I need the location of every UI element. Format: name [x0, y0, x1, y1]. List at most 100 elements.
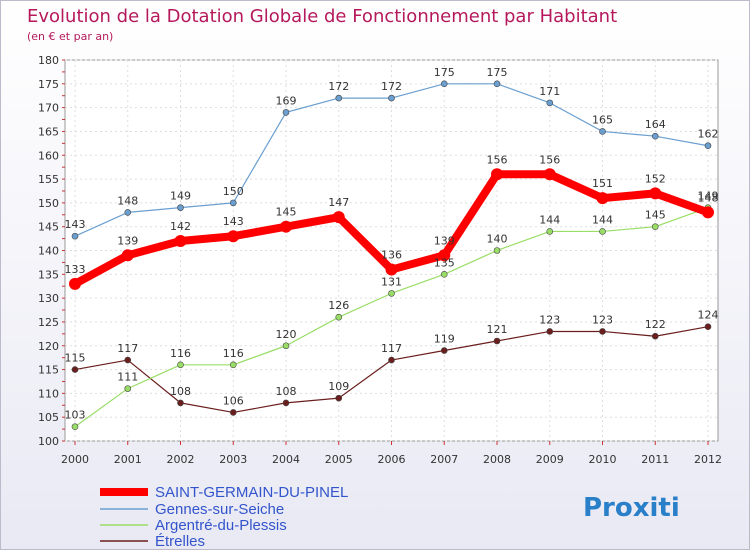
data-label: 124 [698, 309, 719, 322]
data-label: 109 [328, 380, 349, 393]
data-point [546, 228, 554, 235]
y-tick-label: 100 [38, 435, 59, 448]
data-point [121, 249, 134, 262]
y-tick-label: 125 [38, 316, 59, 329]
y-tick-label: 135 [38, 268, 59, 281]
data-point [438, 249, 451, 262]
data-label: 108 [276, 385, 297, 398]
data-point [651, 223, 659, 230]
data-label: 152 [645, 172, 666, 185]
data-label: 135 [434, 256, 455, 269]
data-label: 117 [117, 342, 138, 355]
data-label: 164 [645, 118, 666, 131]
data-label: 148 [117, 194, 138, 207]
chart-subtitle: (en € et par an) [27, 30, 113, 43]
data-label: 175 [434, 66, 455, 79]
data-label: 143 [223, 215, 244, 228]
y-tick-label: 110 [38, 387, 59, 400]
data-point [649, 187, 662, 200]
data-point [174, 234, 187, 247]
x-tick-label: 2011 [641, 453, 669, 466]
data-point [282, 109, 290, 116]
data-label: 116 [223, 347, 244, 360]
data-label: 145 [645, 209, 666, 222]
data-label: 133 [65, 263, 86, 276]
data-label: 156 [487, 153, 508, 166]
data-point [177, 399, 184, 407]
data-point [599, 328, 606, 335]
data-label: 136 [381, 249, 402, 262]
data-point [282, 342, 290, 350]
data-point [440, 347, 448, 354]
x-tick-label: 2009 [536, 453, 564, 466]
data-point [493, 80, 501, 88]
y-tick-label: 165 [38, 125, 59, 138]
data-point [388, 94, 395, 102]
data-point [702, 206, 714, 219]
data-label: 123 [592, 313, 613, 326]
data-label: 144 [539, 213, 560, 226]
data-label: 151 [592, 177, 613, 190]
data-point [71, 423, 79, 431]
y-tick-label: 170 [38, 102, 59, 115]
x-tick-label: 2007 [430, 453, 458, 466]
legend-label: Étrelles [155, 533, 205, 550]
data-point [282, 399, 290, 407]
data-label: 122 [645, 318, 666, 331]
data-label: 169 [276, 94, 297, 107]
axes: 100 105 110 115 120 125 130 135 140 145 150 155 160 1… [38, 54, 722, 466]
legend: SAINT-GERMAIN-DU-PINELGennes-sur-SeicheA… [100, 484, 348, 550]
data-point [440, 271, 448, 278]
data-label: 111 [117, 371, 138, 384]
proxiti-logo: Proxiti [583, 493, 680, 523]
data-point [385, 263, 398, 276]
data-label: 149 [170, 190, 191, 203]
data-point [229, 409, 237, 416]
data-point [651, 132, 659, 140]
data-point [493, 247, 501, 254]
data-point [177, 361, 184, 369]
data-point [596, 192, 609, 205]
data-label: 139 [434, 234, 455, 247]
chart-title: Evolution de la Dotation Globale de Fonc… [27, 6, 617, 27]
y-tick-label: 145 [38, 221, 59, 234]
data-point [124, 385, 132, 392]
y-tick-label: 150 [38, 197, 59, 210]
y-tick-label: 155 [38, 173, 59, 186]
data-point [491, 168, 503, 181]
data-label: 117 [381, 342, 402, 355]
data-point [440, 80, 448, 88]
data-label: 139 [117, 234, 138, 247]
data-point [704, 323, 712, 331]
data-label: 148 [698, 191, 719, 204]
data-point [229, 361, 237, 369]
data-point [69, 277, 81, 290]
data-label: 150 [223, 185, 244, 198]
x-tick-label: 2008 [483, 453, 511, 466]
data-label: 119 [434, 333, 455, 346]
data-point [546, 99, 554, 107]
data-label: 115 [65, 352, 86, 365]
data-label: 140 [487, 233, 508, 246]
data-point [599, 228, 606, 235]
x-tick-label: 2002 [167, 453, 195, 466]
x-tick-label: 2012 [694, 453, 722, 466]
data-label: 172 [328, 80, 349, 93]
y-tick-label: 160 [38, 149, 59, 162]
x-tick-label: 2000 [61, 453, 89, 466]
data-point [71, 366, 79, 373]
data-point [388, 290, 395, 297]
data-label: 120 [276, 328, 297, 341]
data-label: 145 [276, 206, 297, 219]
data-point [599, 128, 606, 135]
x-tick-label: 2003 [219, 453, 247, 466]
x-tick-label: 2010 [589, 453, 617, 466]
data-point [704, 142, 712, 150]
data-point [124, 356, 132, 364]
data-point [227, 230, 240, 243]
y-tick-label: 180 [38, 54, 59, 67]
x-tick-label: 2001 [114, 453, 142, 466]
data-point [332, 211, 345, 224]
